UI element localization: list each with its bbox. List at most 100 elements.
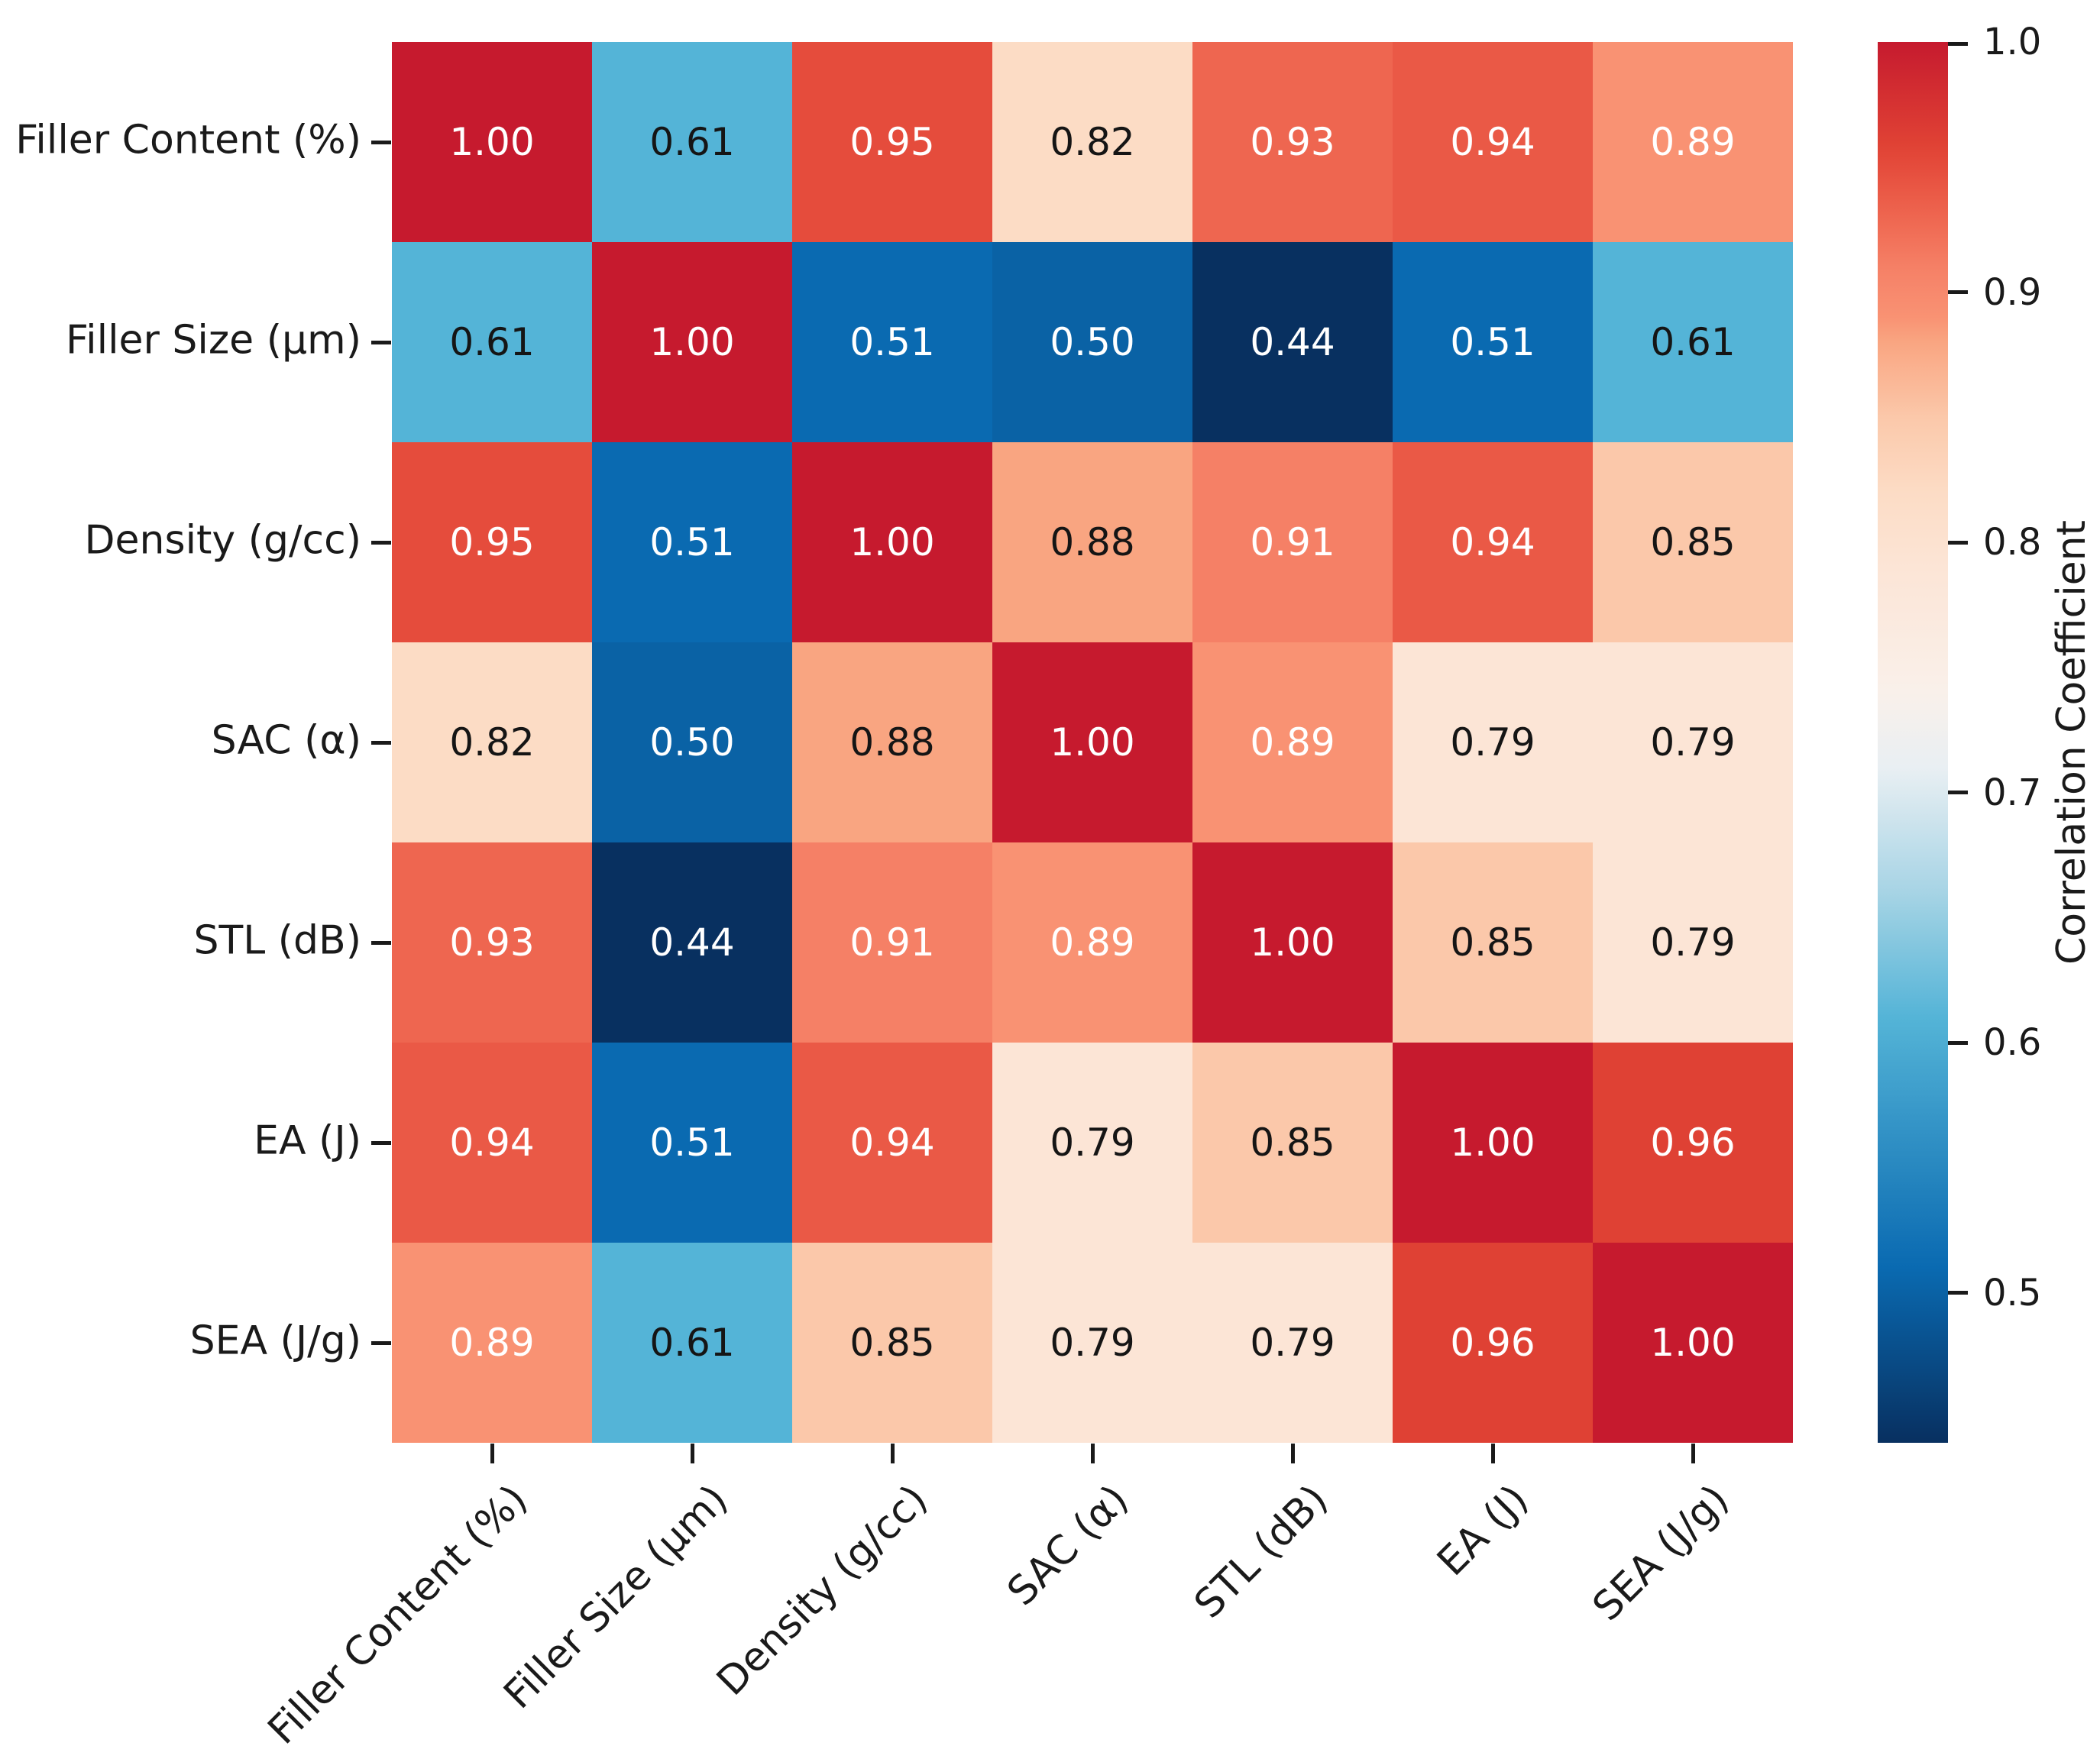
heatmap-cell-r1c3: 0.50: [992, 242, 1192, 442]
heatmap-cell-r5c0: 0.94: [392, 1043, 592, 1243]
heatmap-cell-r5c4: 0.85: [1192, 1043, 1393, 1243]
x-tick: [1691, 1444, 1695, 1463]
cell-value: 0.44: [649, 920, 735, 965]
heatmap-cell-r1c2: 0.51: [792, 242, 992, 442]
colorbar-tick: [1948, 791, 1968, 794]
colorbar-tick-label: 0.5: [1983, 1271, 2042, 1314]
heatmap-cell-r2c0: 0.95: [392, 442, 592, 642]
y-tick: [371, 1340, 391, 1345]
cell-value: 0.50: [649, 720, 735, 765]
cell-value: 0.61: [1650, 320, 1736, 364]
x-axis-label: Density (g/cc): [708, 1476, 937, 1705]
colorbar-tick: [1948, 42, 1968, 46]
heatmap-cell-r2c4: 0.91: [1192, 442, 1393, 642]
x-tick: [890, 1444, 895, 1463]
cell-value: 0.94: [849, 1120, 935, 1165]
heatmap-cell-r3c3: 1.00: [992, 642, 1192, 842]
cell-value: 1.00: [1450, 1120, 1535, 1165]
x-axis-label: SAC (α): [998, 1476, 1137, 1615]
cell-value: 0.79: [1050, 1321, 1135, 1365]
y-axis-label: SAC (α): [211, 717, 361, 764]
cell-value: 1.00: [1050, 720, 1135, 765]
y-axis-label: Filler Size (µm): [66, 317, 361, 364]
heatmap-cell-r6c3: 0.79: [992, 1243, 1192, 1443]
heatmap-cell-r6c6: 1.00: [1593, 1243, 1793, 1443]
heatmap-cell-r0c5: 0.94: [1393, 42, 1593, 242]
cell-value: 0.89: [1650, 120, 1736, 164]
x-tick: [1490, 1444, 1495, 1463]
heatmap-cell-r3c5: 0.79: [1393, 642, 1593, 842]
heatmap-cell-r0c4: 0.93: [1192, 42, 1393, 242]
cell-value: 1.00: [449, 120, 535, 164]
cell-value: 1.00: [849, 520, 935, 564]
cell-value: 0.91: [1250, 520, 1335, 564]
cell-value: 1.00: [1250, 920, 1335, 965]
cell-value: 0.85: [849, 1321, 935, 1365]
y-axis-label: Density (g/cc): [84, 517, 361, 564]
cell-value: 0.51: [649, 1120, 735, 1165]
heatmap-cell-r5c1: 0.51: [592, 1043, 792, 1243]
heatmap-grid: 1.00 0.61 0.95 0.82 0.93 0.94 0.89 0.61 1.00 0.51…: [392, 42, 1793, 1443]
x-tick: [490, 1444, 494, 1463]
cell-value: 0.82: [449, 720, 535, 765]
x-tick: [690, 1444, 694, 1463]
cell-value: 0.51: [1450, 320, 1535, 364]
heatmap-cell-r5c3: 0.79: [992, 1043, 1192, 1243]
heatmap-cell-r0c2: 0.95: [792, 42, 992, 242]
heatmap-cell-r4c0: 0.93: [392, 842, 592, 1043]
cell-value: 0.91: [849, 920, 935, 965]
y-tick: [371, 540, 391, 545]
heatmap-cell-r0c3: 0.82: [992, 42, 1192, 242]
heatmap-cell-r4c4: 1.00: [1192, 842, 1393, 1043]
cell-value: 0.89: [1250, 720, 1335, 765]
heatmap-cell-r3c6: 0.79: [1593, 642, 1793, 842]
cell-value: 0.94: [1450, 520, 1535, 564]
colorbar-tick-label: 0.6: [1983, 1021, 2042, 1064]
colorbar-tick: [1948, 1291, 1968, 1295]
heatmap-cell-r3c4: 0.89: [1192, 642, 1393, 842]
cell-value: 0.95: [849, 120, 935, 164]
colorbar-tick: [1948, 290, 1968, 294]
heatmap-cell-r4c3: 0.89: [992, 842, 1192, 1043]
y-tick: [371, 1140, 391, 1145]
colorbar-tick: [1948, 1040, 1968, 1045]
colorbar-tick-label: 0.8: [1983, 521, 2042, 564]
cell-value: 0.61: [649, 1321, 735, 1365]
cell-value: 0.88: [1050, 520, 1135, 564]
heatmap-cell-r2c1: 0.51: [592, 442, 792, 642]
x-axis-label: SEA (J/g): [1584, 1476, 1738, 1631]
cell-value: 0.93: [449, 920, 535, 965]
y-tick: [371, 740, 391, 745]
cell-value: 0.96: [1450, 1321, 1535, 1365]
cell-value: 0.51: [849, 320, 935, 364]
cell-value: 0.96: [1650, 1120, 1736, 1165]
heatmap-cell-r4c6: 0.79: [1593, 842, 1793, 1043]
cell-value: 0.79: [1050, 1120, 1135, 1165]
heatmap-cell-r6c4: 0.79: [1192, 1243, 1393, 1443]
cell-value: 0.85: [1450, 920, 1535, 965]
y-axis-label: STL (dB): [193, 917, 361, 964]
colorbar-tick-label: 0.7: [1983, 771, 2042, 814]
heatmap-cell-r6c5: 0.96: [1393, 1243, 1593, 1443]
heatmap-cell-r2c3: 0.88: [992, 442, 1192, 642]
cell-value: 0.82: [1050, 120, 1135, 164]
x-axis-label: STL (dB): [1186, 1476, 1338, 1628]
x-axis-label: EA (J): [1429, 1476, 1538, 1586]
cell-value: 0.50: [1050, 320, 1135, 364]
cell-value: 0.61: [649, 120, 735, 164]
colorbar-tick: [1948, 540, 1968, 545]
heatmap-cell-r3c0: 0.82: [392, 642, 592, 842]
heatmap-cell-r1c4: 0.44: [1192, 242, 1393, 442]
heatmap-cell-r2c2: 1.00: [792, 442, 992, 642]
heatmap-cell-r4c1: 0.44: [592, 842, 792, 1043]
heatmap-cell-r5c5: 1.00: [1393, 1043, 1593, 1243]
heatmap-cell-r1c5: 0.51: [1393, 242, 1593, 442]
heatmap-cell-r1c6: 0.61: [1593, 242, 1793, 442]
heatmap-cell-r0c6: 0.89: [1593, 42, 1793, 242]
heatmap-cell-r2c6: 0.85: [1593, 442, 1793, 642]
heatmap-cell-r0c1: 0.61: [592, 42, 792, 242]
x-axis-label: Filler Content (%): [259, 1476, 537, 1754]
heatmap-cell-r1c1: 1.00: [592, 242, 792, 442]
cell-value: 0.51: [649, 520, 735, 564]
